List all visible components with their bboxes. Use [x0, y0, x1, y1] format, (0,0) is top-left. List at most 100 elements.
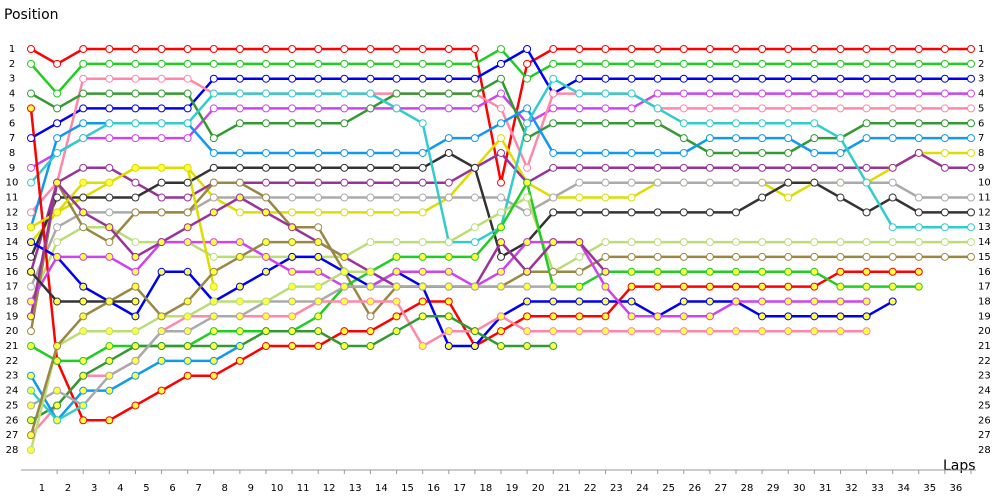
lap-marker [758, 252, 767, 261]
y-tick-label: 3 [9, 74, 15, 85]
lap-marker [549, 208, 558, 217]
lap-marker [392, 297, 401, 306]
lap-marker [79, 416, 88, 425]
lap-marker [418, 74, 427, 83]
lap-marker [418, 297, 427, 306]
lap-marker [105, 178, 114, 187]
series-line [30, 241, 894, 348]
lap-marker [940, 119, 949, 128]
lap-marker [470, 89, 479, 98]
lap-marker [79, 282, 88, 291]
lap-marker [549, 148, 558, 157]
lap-marker [601, 163, 610, 172]
lap-marker [444, 74, 453, 83]
lap-marker [444, 238, 453, 247]
lap-marker [79, 356, 88, 365]
y-tick-label-right: 22 [978, 356, 991, 367]
lap-marker [27, 342, 35, 351]
lap-marker [940, 148, 949, 157]
lap-marker [392, 74, 401, 83]
lap-marker [183, 356, 192, 365]
lap-marker [392, 238, 401, 247]
lap-marker [888, 59, 897, 68]
lap-marker [784, 104, 793, 113]
lap-marker [888, 104, 897, 113]
lap-marker [758, 134, 767, 143]
lap-marker [157, 193, 166, 202]
lap-marker [235, 312, 244, 321]
lap-marker [810, 178, 819, 187]
lap-marker [131, 45, 140, 53]
lap-marker [262, 163, 270, 172]
y-tick-label: 13 [6, 222, 19, 233]
lap-marker [53, 134, 62, 143]
lap-marker [340, 119, 349, 128]
lap-marker [183, 312, 192, 321]
y-tick-label-right: 19 [978, 311, 991, 322]
lap-marker [235, 74, 244, 83]
lap-marker [27, 401, 35, 410]
lap-marker [131, 163, 140, 172]
y-tick-label: 11 [6, 193, 19, 204]
lap-marker [497, 267, 505, 276]
lap-marker [653, 238, 662, 247]
lap-marker [575, 252, 584, 261]
lap-marker [940, 163, 949, 172]
lap-marker [288, 104, 297, 113]
x-tick-label: 30 [793, 483, 806, 494]
y-tick-label: 5 [9, 103, 15, 114]
lap-marker [288, 119, 297, 128]
lap-marker [914, 104, 923, 113]
lap-marker [967, 134, 975, 143]
lap-marker [497, 45, 505, 53]
lap-marker [105, 104, 114, 113]
lap-marker [836, 74, 845, 83]
y-tick-label: 24 [6, 386, 19, 397]
lap-marker [836, 193, 845, 202]
lap-marker [549, 267, 558, 276]
lap-marker [262, 74, 270, 83]
lap-marker [862, 252, 871, 261]
lap-marker [366, 297, 375, 306]
lap-marker [392, 208, 401, 217]
lap-marker [575, 163, 584, 172]
lap-marker [497, 104, 505, 113]
lap-marker [470, 282, 479, 291]
lap-marker [183, 178, 192, 187]
lap-marker [235, 45, 244, 53]
lap-marker [549, 89, 558, 98]
lap-marker [209, 89, 218, 98]
lap-marker [418, 178, 427, 187]
lap-marker [314, 148, 323, 157]
lap-marker [679, 178, 688, 187]
lap-marker [262, 119, 270, 128]
lap-marker [288, 59, 297, 68]
lap-marker [810, 119, 819, 128]
lap-marker [862, 59, 871, 68]
lap-marker [470, 45, 479, 53]
lap-marker [209, 342, 218, 351]
lap-marker [497, 252, 505, 261]
lap-marker [105, 327, 114, 336]
lap-marker [888, 282, 897, 291]
lap-marker [914, 119, 923, 128]
lap-marker [131, 356, 140, 365]
lap-marker [627, 252, 636, 261]
lap-marker [392, 252, 401, 261]
lap-marker [940, 74, 949, 83]
lap-marker [758, 178, 767, 187]
lap-marker [575, 59, 584, 68]
x-tick-label: 12 [323, 483, 336, 494]
y-tick-label-right: 15 [978, 252, 991, 263]
lap-marker [784, 327, 793, 336]
lap-marker [105, 134, 114, 143]
lap-marker [418, 267, 427, 276]
lap-marker [836, 163, 845, 172]
lap-marker [732, 45, 740, 53]
lap-marker [27, 45, 35, 53]
y-axis-title: Position [4, 7, 59, 23]
lap-marker [940, 238, 949, 247]
lap-marker [105, 45, 114, 53]
lap-marker [888, 178, 897, 187]
lap-marker [444, 45, 453, 53]
